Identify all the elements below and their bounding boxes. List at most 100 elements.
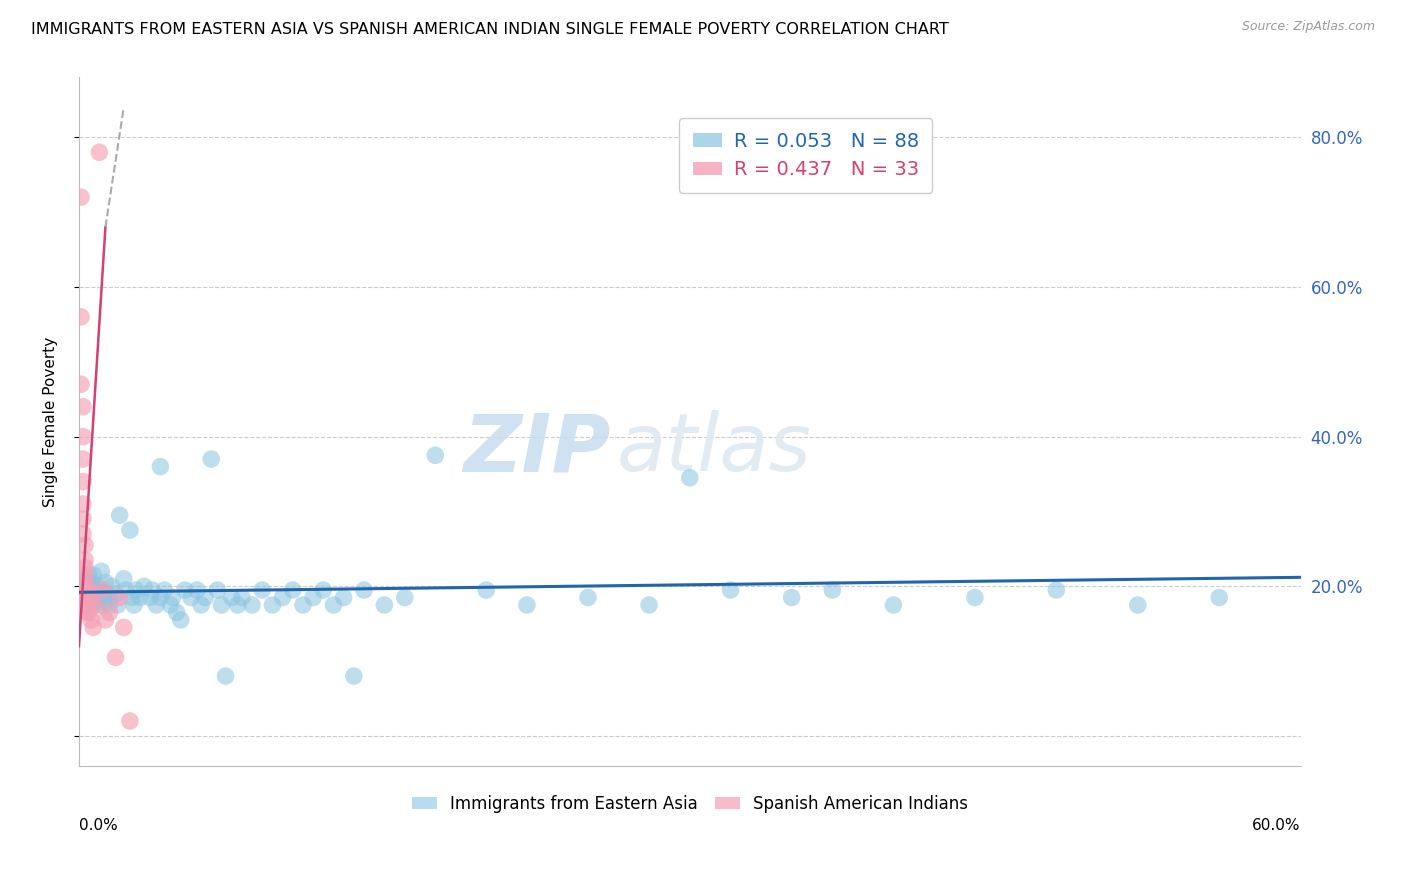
Point (73, 568, 96, 582)
Point (73, 572, 96, 586)
Point (72, 591, 94, 605)
Point (72, 575, 94, 590)
Point (104, 650, 127, 665)
Point (89, 598, 111, 612)
Point (162, 591, 184, 605)
Point (82, 568, 104, 582)
Point (94, 613, 117, 627)
Point (84, 598, 107, 612)
Point (231, 591, 253, 605)
Point (86, 591, 108, 605)
Point (129, 591, 152, 605)
Point (76, 591, 98, 605)
Point (72, 497, 94, 511)
Point (149, 459, 172, 474)
Point (89, 582, 111, 597)
Point (80, 591, 103, 605)
Point (125, 582, 148, 597)
Point (80, 613, 103, 627)
Point (93, 582, 115, 597)
Point (73, 538, 96, 552)
Point (100, 579, 122, 593)
Point (89, 145, 111, 160)
Point (98, 598, 121, 612)
Point (73, 579, 96, 593)
Point (118, 714, 141, 728)
Point (93, 587, 115, 601)
Text: Source: ZipAtlas.com: Source: ZipAtlas.com (1241, 20, 1375, 33)
Point (186, 582, 208, 597)
Point (76, 606, 98, 620)
Text: IMMIGRANTS FROM EASTERN ASIA VS SPANISH AMERICAN INDIAN SINGLE FEMALE POVERTY CO: IMMIGRANTS FROM EASTERN ASIA VS SPANISH … (31, 22, 949, 37)
Point (322, 598, 344, 612)
Point (343, 669, 366, 683)
Point (149, 591, 172, 605)
Point (76, 582, 98, 597)
Point (302, 591, 325, 605)
Point (98, 606, 121, 620)
Point (332, 591, 354, 605)
Point (373, 598, 395, 612)
Point (114, 582, 136, 597)
Point (353, 582, 375, 597)
Point (190, 598, 212, 612)
Point (98, 591, 121, 605)
Point (173, 582, 195, 597)
Point (221, 591, 243, 605)
Y-axis label: Single Female Poverty: Single Female Poverty (44, 336, 58, 507)
Point (211, 598, 233, 612)
Point (166, 606, 188, 620)
Point (77, 568, 100, 582)
Point (80, 575, 103, 590)
Point (76, 598, 98, 612)
Point (720, 582, 742, 597)
Point (1208, 591, 1230, 605)
Point (121, 591, 143, 605)
Point (70, 190, 93, 204)
Legend: Immigrants from Eastern Asia, Spanish American Indians: Immigrants from Eastern Asia, Spanish Am… (405, 789, 974, 820)
Point (475, 582, 498, 597)
Point (159, 598, 181, 612)
Point (112, 572, 135, 586)
Point (73, 553, 96, 567)
Point (281, 582, 304, 597)
Point (963, 591, 986, 605)
Point (93, 598, 115, 612)
Point (80, 591, 103, 605)
Point (72, 400, 94, 414)
Point (1126, 598, 1149, 612)
Text: atlas: atlas (616, 410, 811, 488)
Point (679, 471, 702, 485)
Point (107, 598, 129, 612)
Point (72, 452, 94, 467)
Point (638, 598, 661, 612)
Point (200, 452, 222, 467)
Point (94, 575, 117, 590)
Point (72, 512, 94, 526)
Point (72, 475, 94, 489)
Point (291, 598, 314, 612)
Point (240, 598, 263, 612)
Point (214, 669, 236, 683)
Point (271, 591, 294, 605)
Point (122, 598, 145, 612)
Point (145, 598, 167, 612)
Point (77, 579, 100, 593)
Point (90, 564, 112, 578)
Point (141, 582, 163, 597)
Point (153, 582, 176, 597)
Point (104, 587, 127, 601)
Point (108, 591, 131, 605)
Point (70, 310, 93, 324)
Point (780, 591, 803, 605)
Point (250, 582, 273, 597)
Point (425, 448, 447, 462)
Point (118, 523, 141, 537)
Point (70, 377, 93, 392)
Point (76, 598, 98, 612)
Point (73, 575, 96, 590)
Point (84, 582, 107, 597)
Point (82, 587, 104, 601)
Point (84, 594, 107, 608)
Point (516, 598, 538, 612)
